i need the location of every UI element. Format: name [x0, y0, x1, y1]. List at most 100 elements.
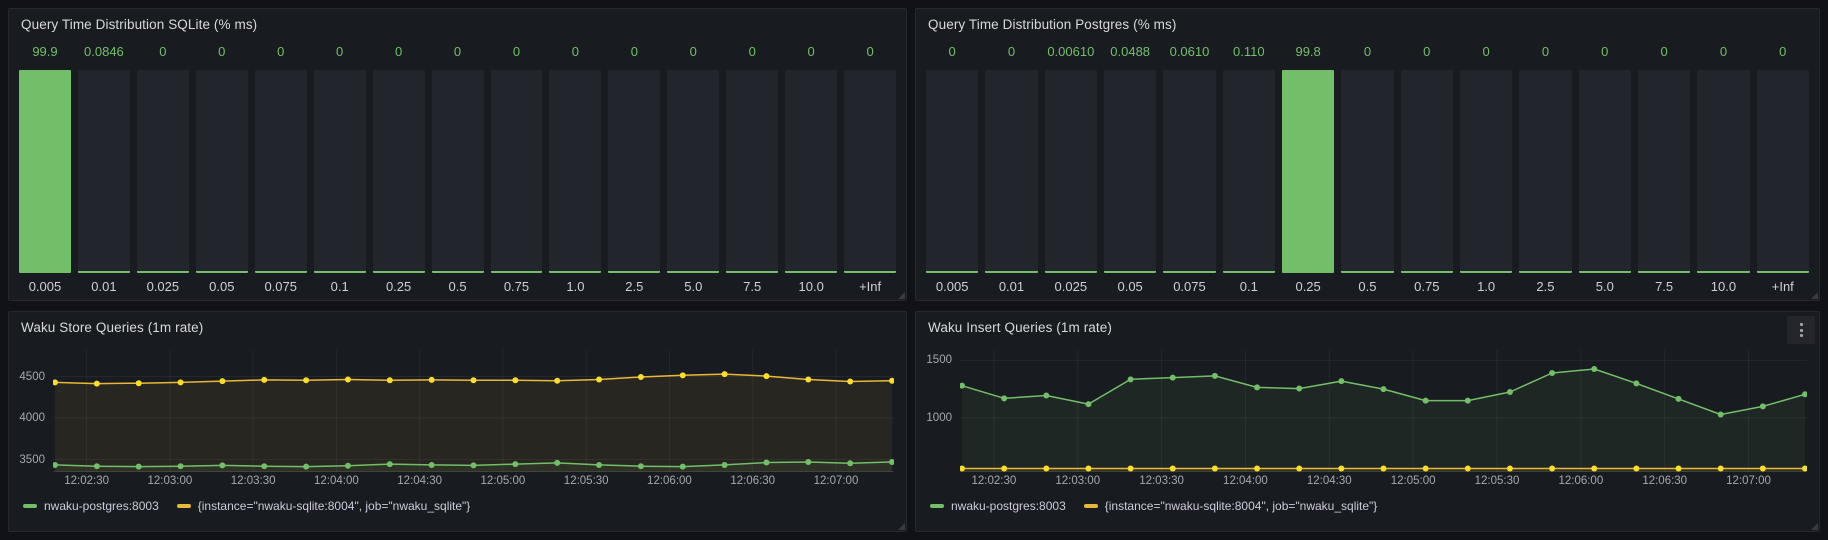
histogram-bar-cell: 0 0.05 [195, 43, 248, 296]
panel-resize-handle[interactable] [1811, 292, 1818, 299]
legend-item[interactable]: {instance="nwaku-sqlite:8004", job="nwak… [1083, 499, 1377, 513]
kebab-menu-button[interactable] [1787, 316, 1815, 344]
bar-value-label: 0 [1719, 44, 1728, 59]
bucket-label: 5.0 [1595, 279, 1614, 294]
bar-value-label: 99.8 [1295, 44, 1321, 59]
panel-header: Waku Store Queries (1m rate) [9, 312, 906, 342]
histogram-bar-track [1044, 70, 1097, 273]
legend-item[interactable]: {instance="nwaku-sqlite:8004", job="nwak… [176, 499, 470, 513]
x-axis-tick-label: 12:05:30 [563, 475, 609, 487]
data-point [1296, 465, 1303, 472]
data-point [1338, 378, 1345, 385]
histogram-bar-track [667, 70, 720, 273]
data-point [1633, 380, 1640, 387]
x-axis-tick-label: 12:04:00 [1223, 475, 1268, 487]
data-point [554, 459, 561, 466]
legend-item[interactable]: nwaku-postgres:8003 [930, 499, 1066, 513]
data-point [93, 380, 100, 387]
bucket-label: 10.0 [798, 279, 824, 294]
legend-item[interactable]: nwaku-postgres:8003 [23, 499, 159, 513]
line-chart-svg [53, 350, 894, 472]
histogram-bar-cell: 99.8 0.25 [1281, 43, 1335, 296]
plot-area [960, 350, 1807, 472]
data-point [721, 461, 728, 468]
x-axis-tick-label: 12:05:30 [1474, 475, 1520, 487]
bar-value-label: 0 [394, 44, 403, 59]
data-point [1254, 384, 1261, 391]
data-point [1254, 465, 1261, 472]
panel-title-store[interactable]: Waku Store Queries (1m rate) [21, 319, 204, 335]
histogram-bar [136, 271, 189, 273]
histogram-bar-track [313, 70, 366, 273]
plot-area [53, 350, 894, 472]
x-axis-tick-label: 12:06:30 [1642, 475, 1688, 487]
y-axis-tick-label: 4500 [19, 370, 45, 383]
panel-resize-handle[interactable] [1811, 523, 1818, 530]
data-point [847, 378, 854, 385]
bucket-label: +Inf [1771, 279, 1794, 294]
data-point [470, 377, 477, 384]
histogram-bar-track [1222, 70, 1275, 273]
data-point [303, 377, 310, 384]
x-axis-tick-label: 12:06:00 [647, 475, 692, 487]
histogram-bar-track [608, 70, 661, 273]
x-axis-tick-label: 12:03:30 [1139, 475, 1184, 487]
data-point [512, 461, 519, 468]
histogram-bar [926, 271, 979, 273]
x-axis-tick-label: 12:07:00 [813, 475, 859, 487]
histogram-bar-track [136, 70, 189, 273]
y-axis-tick-label: 3500 [19, 453, 45, 466]
timeseries-insert: 1500 1000 12:02:30 12:03:00 12:03:30 12:04:0… [916, 350, 1819, 513]
histogram-bar-cell: 0 0.75 [1400, 43, 1453, 296]
histogram-bar [1459, 271, 1513, 273]
bar-value-label: 0 [1007, 44, 1016, 59]
bucket-label: 0.25 [385, 279, 412, 294]
data-point [344, 462, 351, 469]
panel-waku-insert-queries: Waku Insert Queries (1m rate) 1500 1000 1… [915, 311, 1820, 532]
histogram-bar-cell: 99.9 0.005 [19, 43, 71, 296]
histogram-bar-cell: 0.00610 0.025 [1044, 43, 1097, 296]
bucket-label: 0.025 [146, 279, 180, 294]
y-axis: 4500 4000 3500 [9, 350, 53, 472]
panel-waku-store-queries: Waku Store Queries (1m rate) 4500 4000 350… [8, 311, 907, 532]
bucket-label: +Inf [859, 279, 882, 294]
bucket-label: 1.0 [566, 279, 585, 294]
data-point [1422, 397, 1429, 404]
data-point [1211, 372, 1218, 379]
bucket-label: 0.75 [1414, 279, 1440, 294]
histogram-bar [1281, 70, 1335, 273]
panel-title-sqlite[interactable]: Query Time Distribution SQLite (% ms) [21, 16, 258, 32]
data-point [1506, 389, 1513, 396]
histogram-bar-cell: 0 0.025 [136, 43, 189, 296]
x-axis-tick-label: 12:04:00 [314, 475, 359, 487]
histogram-bar-track [1341, 70, 1394, 273]
legend-label: nwaku-postgres:8003 [951, 499, 1066, 513]
bar-value-label: 0 [512, 44, 521, 59]
bar-value-label: 0.0488 [1110, 44, 1151, 59]
data-point [219, 462, 226, 469]
x-axis-tick-label: 12:02:30 [64, 475, 109, 487]
data-point [679, 463, 686, 470]
data-point [512, 377, 519, 384]
panel-resize-handle[interactable] [898, 292, 905, 299]
data-point [1338, 465, 1345, 472]
data-point [53, 461, 58, 468]
histogram-bar-track [19, 70, 71, 273]
panel-title-insert[interactable]: Waku Insert Queries (1m rate) [928, 319, 1112, 335]
data-point [847, 460, 854, 467]
data-point [219, 378, 226, 385]
bar-value-label: 0.00610 [1047, 44, 1095, 59]
bar-value-label: 0 [807, 44, 815, 59]
bucket-label: 10.0 [1710, 279, 1737, 294]
histogram-bar-track [1756, 70, 1809, 273]
panel-header: Waku Insert Queries (1m rate) [916, 312, 1819, 342]
histogram-bar-track [1578, 70, 1631, 273]
panel-title-postgres[interactable]: Query Time Distribution Postgres (% ms) [928, 16, 1177, 32]
bar-value-label: 0 [948, 44, 956, 59]
x-axis: 12:02:30 12:03:00 12:03:30 12:04:00 12:04:30… [960, 472, 1807, 492]
histogram-bar-track [1637, 70, 1691, 273]
panel-resize-handle[interactable] [898, 523, 905, 530]
histogram-bar-track [549, 70, 602, 273]
bar-value-label: 0 [689, 44, 697, 59]
y-axis-tick-label: 4000 [19, 412, 45, 425]
